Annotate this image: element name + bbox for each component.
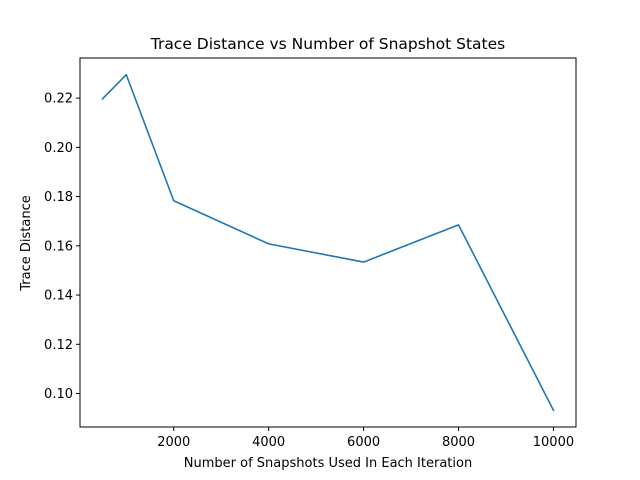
x-tick-label: 2000 bbox=[157, 435, 190, 450]
x-tick-label: 4000 bbox=[252, 435, 285, 450]
y-tick-label: 0.12 bbox=[44, 338, 73, 353]
x-axis-ticks: 2000 4000 6000 8000 10000 bbox=[157, 427, 574, 450]
series-line bbox=[101, 73, 555, 412]
y-tick-label: 0.16 bbox=[44, 239, 73, 254]
y-tick-label: 0.22 bbox=[44, 92, 73, 107]
x-tick-label: 10000 bbox=[533, 435, 574, 450]
plot-area-frame bbox=[79, 57, 577, 428]
chart-title: Trace Distance vs Number of Snapshot Sta… bbox=[150, 35, 505, 53]
x-axis-label: Number of Snapshots Used In Each Iterati… bbox=[184, 456, 472, 471]
x-tick-label: 8000 bbox=[442, 435, 475, 450]
y-tick-label: 0.10 bbox=[44, 387, 73, 402]
y-tick-label: 0.20 bbox=[44, 141, 73, 156]
y-axis-label: Trace Distance bbox=[19, 195, 34, 291]
y-axis-ticks: 0.10 0.12 0.14 0.16 0.18 0.20 0.22 bbox=[44, 92, 80, 402]
y-tick-label: 0.14 bbox=[44, 289, 73, 304]
x-tick-label: 6000 bbox=[347, 435, 380, 450]
y-tick-label: 0.18 bbox=[44, 190, 73, 205]
